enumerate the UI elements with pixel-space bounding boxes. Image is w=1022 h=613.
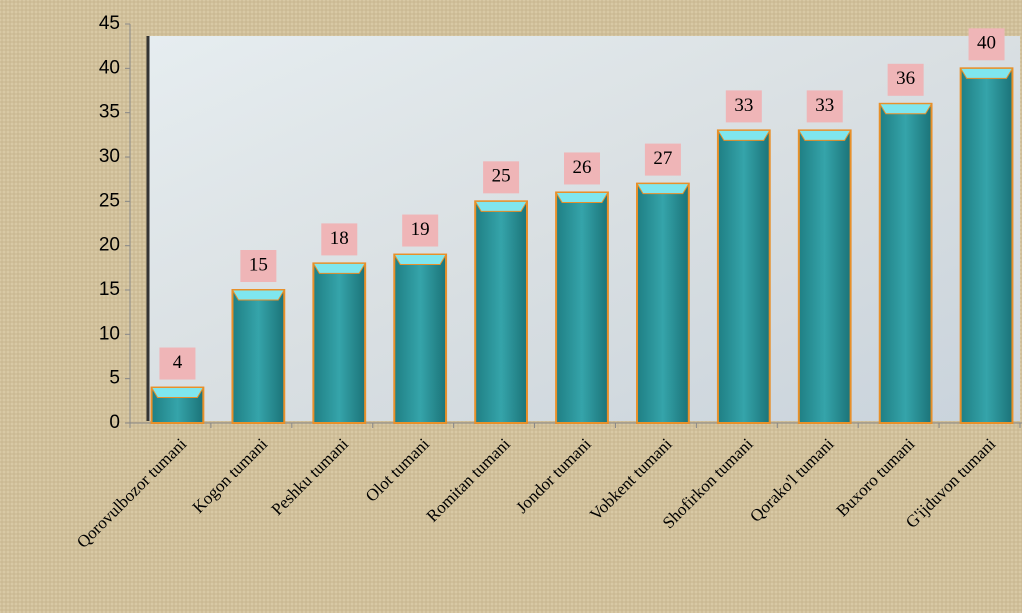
bar-cap <box>556 192 608 202</box>
value-label: 4 <box>173 352 183 373</box>
y-tick-label: 45 <box>99 13 120 34</box>
bar-cap <box>394 255 446 265</box>
y-tick-label: 20 <box>99 235 120 256</box>
y-tick-label: 5 <box>109 368 120 389</box>
bar <box>637 184 689 423</box>
value-label: 27 <box>653 148 672 169</box>
y-tick-label: 25 <box>99 190 120 211</box>
value-label: 36 <box>896 68 915 89</box>
bar-cap <box>637 184 689 194</box>
y-tick-label: 35 <box>99 102 120 123</box>
bar <box>232 290 284 423</box>
y-tick-label: 0 <box>109 412 120 433</box>
value-label: 15 <box>249 254 268 275</box>
bar <box>799 130 851 423</box>
value-label: 18 <box>330 228 349 249</box>
y-tick-label: 10 <box>99 323 120 344</box>
bar-cap <box>718 130 770 140</box>
value-label: 33 <box>734 95 753 116</box>
bar-cap <box>475 201 527 211</box>
bar-cap <box>961 68 1013 78</box>
chart: 051015202530354045Qorovulbozor tumani4Ko… <box>0 0 1022 613</box>
value-label: 40 <box>977 33 996 54</box>
bar-cap <box>313 263 365 273</box>
page: {"chart_data": {"type": "bar", "categori… <box>0 0 1022 613</box>
bar <box>313 263 365 423</box>
bar-cap <box>152 388 204 398</box>
value-label: 33 <box>815 95 834 116</box>
bar <box>394 255 446 423</box>
value-label: 19 <box>411 219 430 240</box>
bar-cap <box>880 104 932 114</box>
value-label: 25 <box>492 166 511 187</box>
bar <box>718 130 770 423</box>
y-tick-label: 30 <box>99 146 120 167</box>
y-tick-label: 15 <box>99 279 120 300</box>
value-label: 26 <box>573 157 592 178</box>
bar <box>880 104 932 423</box>
bar <box>475 201 527 423</box>
y-tick-label: 40 <box>99 57 120 78</box>
bar-cap <box>232 290 284 300</box>
bar-cap <box>799 130 851 140</box>
bar <box>556 192 608 423</box>
bar <box>961 68 1013 423</box>
